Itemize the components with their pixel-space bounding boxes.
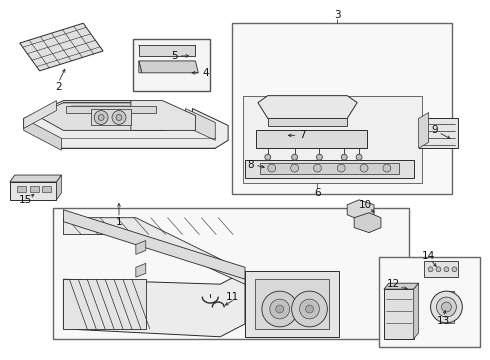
Polygon shape [258, 96, 357, 118]
Circle shape [116, 114, 122, 121]
Polygon shape [245, 271, 339, 337]
Circle shape [262, 291, 297, 327]
Text: 8: 8 [247, 160, 254, 170]
Bar [17, 186, 25, 192]
Circle shape [356, 154, 362, 160]
Text: 3: 3 [334, 10, 341, 20]
Circle shape [314, 164, 321, 172]
Text: 6: 6 [314, 188, 321, 198]
Circle shape [317, 154, 322, 160]
Polygon shape [56, 175, 61, 200]
Polygon shape [256, 130, 367, 148]
Text: 15: 15 [19, 195, 32, 205]
Polygon shape [384, 289, 414, 339]
Text: 1: 1 [116, 217, 122, 227]
Polygon shape [185, 109, 215, 140]
Polygon shape [24, 118, 61, 150]
Text: 14: 14 [422, 251, 435, 261]
Circle shape [306, 305, 314, 313]
Polygon shape [268, 118, 347, 126]
Bar [243, 96, 421, 183]
Text: 2: 2 [55, 82, 62, 92]
Polygon shape [91, 109, 131, 125]
Polygon shape [136, 240, 146, 255]
Circle shape [291, 164, 298, 172]
Text: 13: 13 [437, 316, 450, 326]
Text: 9: 9 [431, 125, 438, 135]
Text: 7: 7 [299, 130, 306, 140]
Polygon shape [131, 100, 196, 130]
Circle shape [444, 267, 449, 272]
Polygon shape [10, 175, 61, 182]
Polygon shape [63, 279, 146, 329]
Bar [379, 257, 480, 347]
Polygon shape [139, 61, 142, 73]
Polygon shape [20, 23, 103, 71]
Polygon shape [66, 105, 156, 113]
Circle shape [265, 154, 271, 160]
Bar [133, 39, 210, 91]
Polygon shape [10, 182, 56, 200]
Circle shape [270, 299, 290, 319]
Polygon shape [424, 261, 458, 277]
Text: 11: 11 [225, 292, 239, 302]
Polygon shape [255, 279, 329, 329]
Polygon shape [24, 100, 228, 148]
Text: 10: 10 [359, 200, 371, 210]
Circle shape [360, 164, 368, 172]
Circle shape [98, 114, 104, 121]
Circle shape [292, 291, 327, 327]
Polygon shape [63, 210, 245, 279]
Polygon shape [37, 103, 166, 130]
Text: 12: 12 [387, 279, 400, 289]
Circle shape [431, 291, 462, 323]
Circle shape [94, 111, 108, 125]
Circle shape [341, 154, 347, 160]
Polygon shape [63, 271, 245, 337]
Bar [30, 186, 39, 192]
Circle shape [452, 267, 457, 272]
Bar [53, 208, 409, 339]
Text: 4: 4 [202, 68, 209, 78]
Circle shape [437, 297, 456, 317]
Polygon shape [245, 160, 414, 178]
Circle shape [337, 164, 345, 172]
Bar [232, 23, 452, 194]
Circle shape [441, 302, 451, 312]
Polygon shape [414, 283, 418, 339]
Circle shape [276, 305, 284, 313]
Polygon shape [347, 200, 374, 220]
Circle shape [299, 299, 319, 319]
Circle shape [112, 111, 126, 125]
Text: 5: 5 [171, 51, 178, 61]
Circle shape [383, 164, 391, 172]
Polygon shape [384, 283, 418, 289]
Polygon shape [136, 264, 146, 277]
Bar [42, 186, 50, 192]
Polygon shape [139, 45, 196, 56]
Circle shape [436, 267, 441, 272]
Polygon shape [139, 61, 198, 73]
Polygon shape [418, 113, 429, 148]
Polygon shape [354, 213, 381, 233]
Polygon shape [446, 291, 454, 323]
Polygon shape [63, 218, 245, 284]
Polygon shape [260, 163, 399, 174]
Circle shape [268, 164, 276, 172]
Circle shape [428, 267, 433, 272]
Polygon shape [24, 100, 56, 129]
Polygon shape [418, 118, 458, 148]
Circle shape [292, 154, 297, 160]
